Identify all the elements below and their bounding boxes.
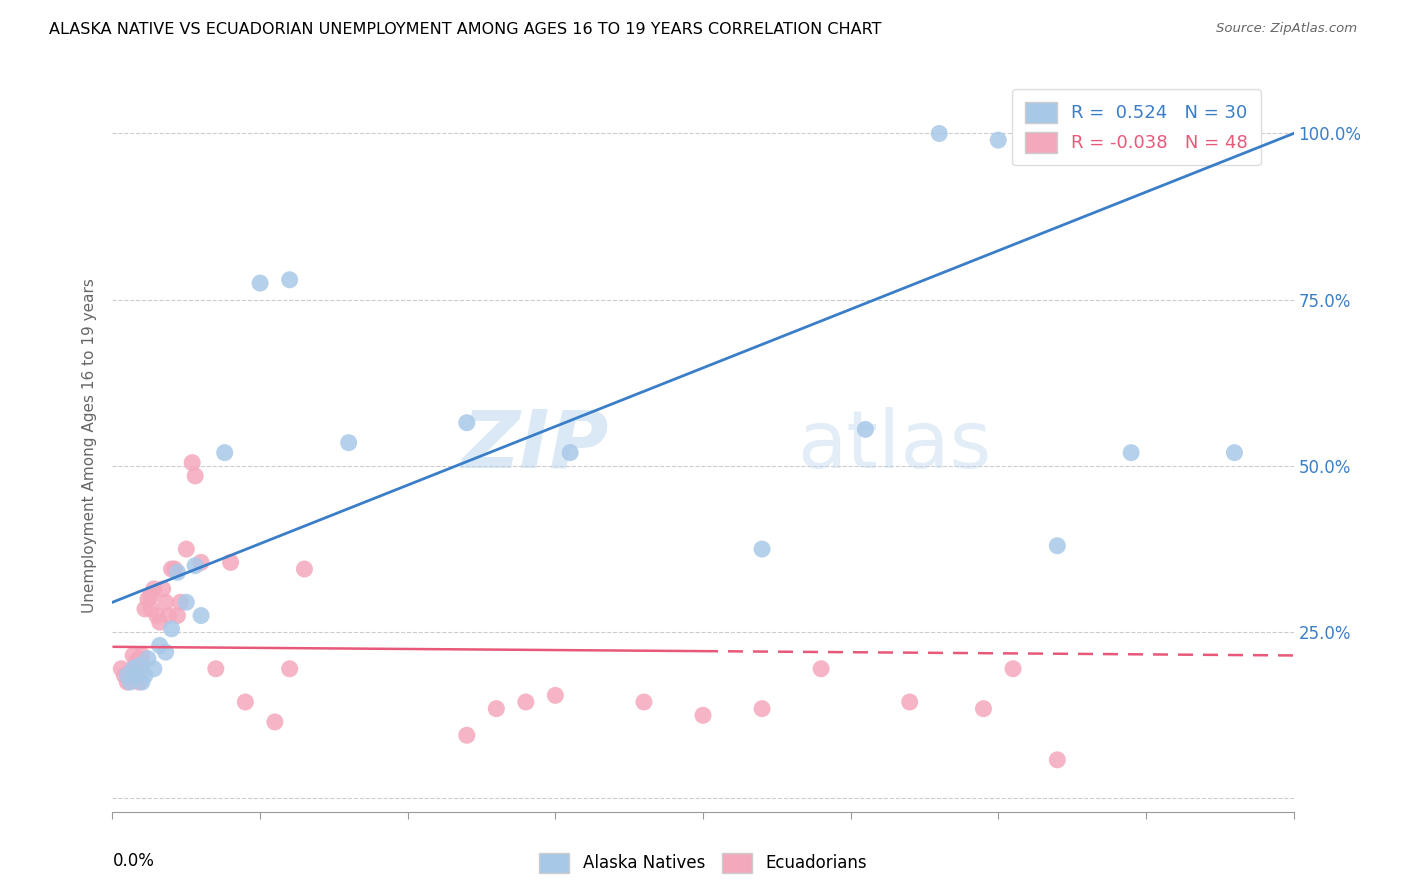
Point <box>810 662 832 676</box>
Point <box>142 662 165 676</box>
Point <box>163 562 186 576</box>
Point <box>928 127 950 141</box>
Point <box>692 708 714 723</box>
Text: atlas: atlas <box>797 407 991 485</box>
Point <box>120 675 142 690</box>
Point <box>214 445 236 459</box>
Point <box>149 639 172 653</box>
Point <box>973 701 995 715</box>
Point <box>233 695 256 709</box>
Point <box>456 728 478 742</box>
Point <box>142 582 165 596</box>
Point <box>184 558 207 573</box>
Point <box>146 608 169 623</box>
Point <box>633 695 655 709</box>
Legend: R =  0.524   N = 30, R = -0.038   N = 48: R = 0.524 N = 30, R = -0.038 N = 48 <box>1012 89 1261 165</box>
Point <box>157 608 180 623</box>
Point <box>190 555 212 569</box>
Text: ZIP: ZIP <box>461 407 609 485</box>
Point <box>112 668 135 682</box>
Y-axis label: Unemployment Among Ages 16 to 19 years: Unemployment Among Ages 16 to 19 years <box>82 278 97 614</box>
Point <box>131 648 153 663</box>
Point <box>1223 445 1246 459</box>
Point <box>987 133 1010 147</box>
Point <box>1046 753 1069 767</box>
Point <box>278 273 301 287</box>
Point <box>205 662 228 676</box>
Point <box>544 689 567 703</box>
Point <box>751 701 773 715</box>
Point <box>1119 445 1142 459</box>
Text: Source: ZipAtlas.com: Source: ZipAtlas.com <box>1216 22 1357 36</box>
Point <box>131 675 153 690</box>
Point <box>1001 662 1024 676</box>
Point <box>120 665 142 679</box>
Point <box>174 542 197 557</box>
Point <box>128 652 150 666</box>
Text: ALASKA NATIVE VS ECUADORIAN UNEMPLOYMENT AMONG AGES 16 TO 19 YEARS CORRELATION C: ALASKA NATIVE VS ECUADORIAN UNEMPLOYMENT… <box>49 22 882 37</box>
Point <box>264 714 287 729</box>
Legend: Alaska Natives, Ecuadorians: Alaska Natives, Ecuadorians <box>533 847 873 880</box>
Point <box>278 662 301 676</box>
Point <box>125 655 148 669</box>
Point <box>139 589 162 603</box>
Point <box>122 648 145 663</box>
Point <box>751 542 773 557</box>
Point <box>174 595 197 609</box>
Point <box>117 668 138 682</box>
Point <box>292 562 315 576</box>
Point <box>184 469 207 483</box>
Point <box>122 662 145 676</box>
Point <box>155 645 177 659</box>
Point <box>181 456 204 470</box>
Point <box>128 675 150 690</box>
Point <box>219 555 242 569</box>
Point <box>1032 129 1054 144</box>
Point <box>898 695 921 709</box>
Point <box>128 658 150 673</box>
Point <box>190 608 212 623</box>
Point <box>136 652 159 666</box>
Point <box>166 608 188 623</box>
Point <box>125 668 148 682</box>
Point <box>110 662 132 676</box>
Point <box>131 658 153 673</box>
Point <box>855 422 877 436</box>
Point <box>122 668 145 682</box>
Point <box>155 595 177 609</box>
Point <box>134 602 156 616</box>
Point <box>166 566 188 580</box>
Point <box>134 668 156 682</box>
Point <box>249 276 271 290</box>
Point <box>149 615 172 630</box>
Point <box>337 435 360 450</box>
Point <box>558 445 582 459</box>
Point <box>139 602 162 616</box>
Point <box>456 416 478 430</box>
Point <box>515 695 537 709</box>
Point <box>160 622 183 636</box>
Point <box>125 665 148 679</box>
Point <box>160 562 183 576</box>
Text: 0.0%: 0.0% <box>112 852 155 870</box>
Point <box>1046 539 1069 553</box>
Point <box>485 701 508 715</box>
Point <box>152 582 174 596</box>
Point <box>117 675 138 690</box>
Point <box>136 591 159 606</box>
Point <box>169 595 191 609</box>
